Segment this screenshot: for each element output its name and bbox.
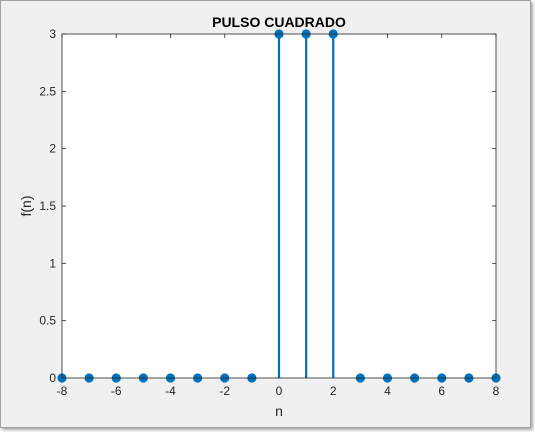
x-tick-label: -8 — [57, 384, 68, 398]
x-tick-label: 2 — [330, 384, 337, 398]
x-axis-label: n — [275, 403, 283, 419]
y-tick-label: 1.5 — [39, 199, 56, 213]
x-tick-label: 0 — [276, 384, 283, 398]
y-tick-label: 3 — [49, 27, 56, 41]
x-tick-label: -4 — [165, 384, 176, 398]
y-axis-label: f(n) — [18, 196, 34, 217]
x-tick-label: 8 — [493, 384, 500, 398]
y-tick-label: 2.5 — [39, 84, 56, 98]
y-tick-label: 2 — [49, 142, 56, 156]
y-tick-label: 0.5 — [39, 314, 56, 328]
x-tick-labels: -8 -6 -4 -2 0 2 4 6 8 — [57, 384, 500, 398]
x-tick-label: 6 — [438, 384, 445, 398]
y-tick-label: 1 — [49, 256, 56, 270]
y-tick-label: 0 — [49, 371, 56, 385]
x-tick-label: -6 — [111, 384, 122, 398]
plot-box — [61, 33, 497, 379]
x-tick-label: -2 — [219, 384, 230, 398]
y-tick-labels: 0 0.5 1 1.5 2 2.5 3 — [39, 27, 56, 385]
x-tick-label: 4 — [384, 384, 391, 398]
chart-title: PULSO CUADRADO — [212, 14, 346, 30]
stem-series — [57, 29, 501, 383]
